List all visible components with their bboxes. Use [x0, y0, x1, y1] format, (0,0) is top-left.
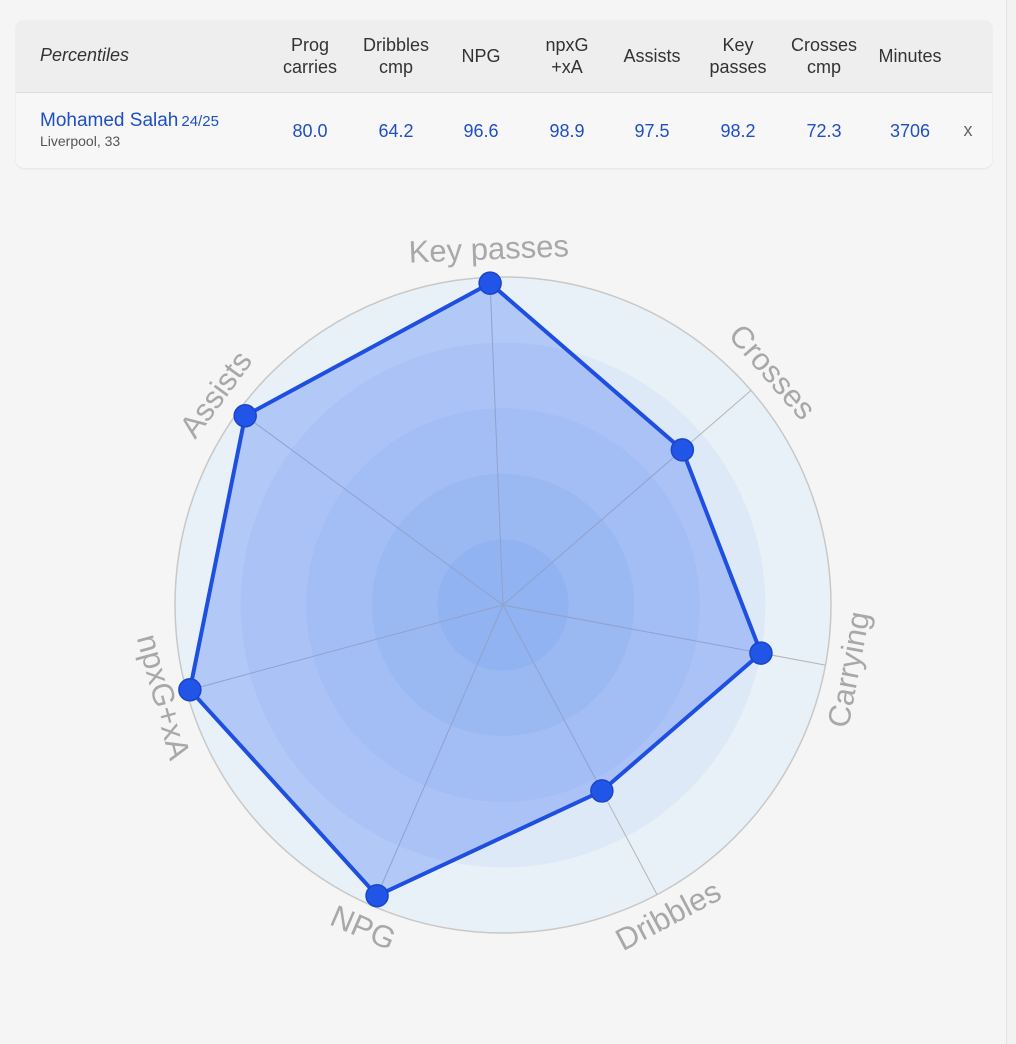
axis-spoke: [502, 604, 658, 895]
axis-spoke: [502, 390, 752, 606]
axis-spoke: [372, 604, 504, 907]
series-area: [189, 283, 761, 896]
column-npxg-xa: npxG +xA: [545, 35, 589, 77]
data-point-npxg-xa: [178, 678, 202, 702]
data-point-key-passes: [478, 271, 502, 295]
series-line: [187, 281, 763, 898]
column-minutes: Minutes: [878, 46, 942, 66]
value-npxg-xa: 98.9: [549, 121, 585, 141]
value-dribbles-cmp: 64.2: [378, 121, 414, 141]
data-point-crosses: [670, 438, 695, 462]
column-npg: NPG: [461, 46, 501, 66]
data-point-dribbles: [590, 779, 614, 803]
column-prog-carries: Prog carries: [282, 35, 337, 77]
axis-spoke: [186, 604, 504, 692]
axis-spoke: [238, 410, 504, 606]
column-key-passes: Key passes: [709, 35, 767, 77]
value-prog-carries: 80.0: [292, 121, 328, 141]
player-name-link[interactable]: Mohamed Salah 24/25: [40, 110, 219, 132]
table-header: Percentiles Prog carries Dribbles cmp NP…: [16, 20, 992, 93]
column-assists: Assists: [623, 46, 681, 66]
table-row: Mohamed Salah 24/25 Liverpool, 33 80.0 64…: [16, 92, 992, 168]
percentiles-table: Percentiles Prog carries Dribbles cmp NP…: [16, 20, 992, 168]
value-npg: 96.6: [463, 121, 499, 141]
outer-ring: [174, 276, 832, 934]
data-point-carrying: [749, 641, 773, 665]
value-assists: 97.5: [634, 121, 670, 141]
value-crosses-cmp: 72.3: [806, 121, 842, 141]
remove-player-button[interactable]: x: [963, 120, 973, 140]
player-season: 24/25: [181, 113, 219, 130]
value-key-passes: 98.2: [720, 121, 756, 141]
data-point-assists: [233, 404, 257, 428]
column-crosses-cmp: Crosses cmp: [790, 35, 857, 77]
player-club: Liverpool, 33: [40, 133, 121, 149]
column-dribbles-cmp: Dribbles cmp: [362, 35, 430, 77]
player-name: Mohamed Salah: [40, 110, 179, 131]
value-minutes: 3706: [889, 121, 931, 141]
data-point-npg: [365, 883, 389, 908]
axis-spoke: [489, 277, 504, 606]
percentiles-header: Percentiles: [40, 45, 130, 65]
axis-label-key-passes: Key passes: [408, 228, 570, 269]
